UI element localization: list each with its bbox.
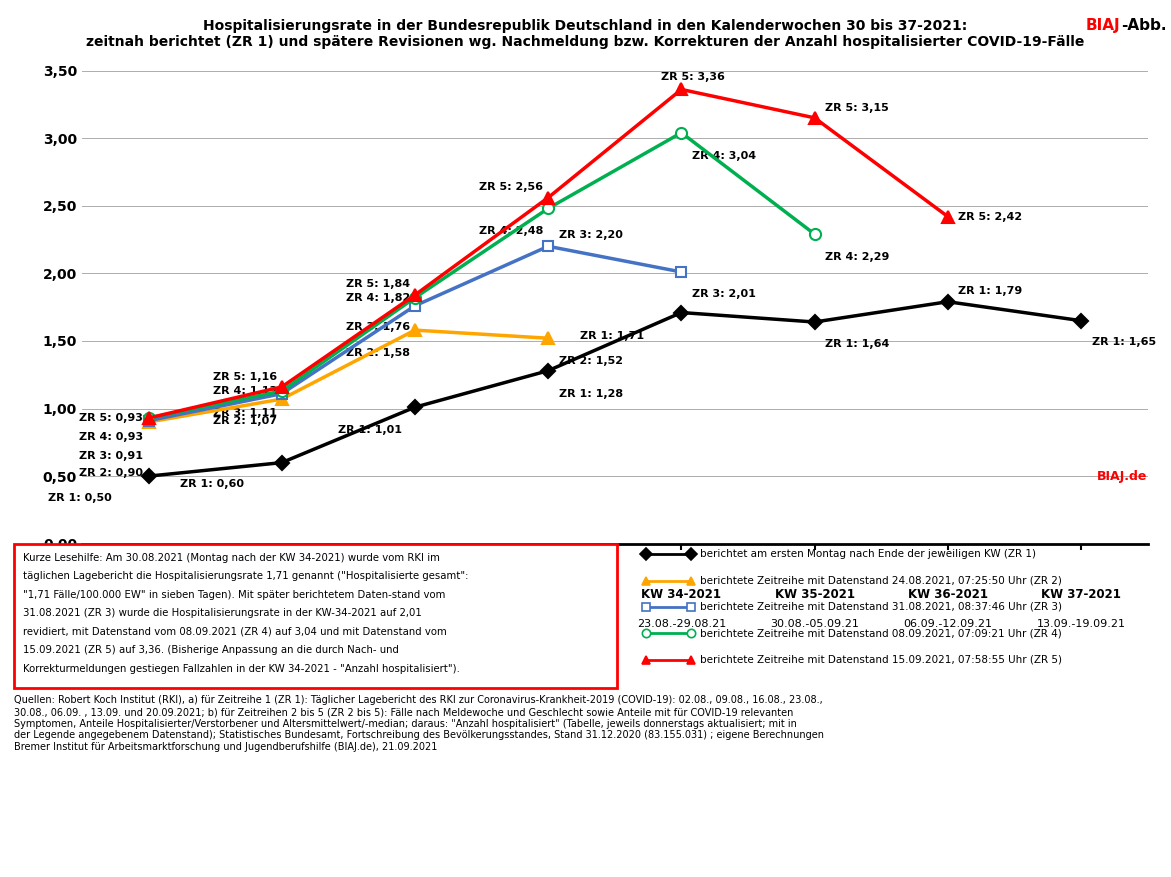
Text: ZR 5: 2,42: ZR 5: 2,42 [958, 211, 1022, 222]
Text: berichtete Zeitreihe mit Datenstand 15.09.2021, 07:58:55 Uhr (ZR 5): berichtete Zeitreihe mit Datenstand 15.0… [700, 654, 1062, 665]
Text: ZR 1: 1,65: ZR 1: 1,65 [1091, 338, 1156, 347]
Text: KW 35-2021: KW 35-2021 [774, 588, 855, 601]
Text: berichtete Zeitreihe mit Datenstand 31.08.2021, 08:37:46 Uhr (ZR 3): berichtete Zeitreihe mit Datenstand 31.0… [700, 602, 1062, 612]
Text: ZR 1: 1,01: ZR 1: 1,01 [337, 425, 402, 435]
Text: KW 33-2021: KW 33-2021 [508, 588, 588, 601]
Text: KW 31-2021: KW 31-2021 [242, 588, 322, 601]
Text: ZR 5: 1,84: ZR 5: 1,84 [345, 279, 410, 289]
Text: Hospitalisierungsrate in der Bundesrepublik Deutschland in den Kalenderwochen 30: Hospitalisierungsrate in der Bundesrepub… [204, 19, 967, 33]
Text: ZR 1: 1,64: ZR 1: 1,64 [826, 339, 890, 349]
Text: ZR 1: 0,60: ZR 1: 0,60 [180, 479, 245, 489]
Text: ZR 4: 1,82: ZR 4: 1,82 [345, 293, 410, 303]
Text: ZR 2: 1,58: ZR 2: 1,58 [345, 348, 410, 358]
Text: Quellen: Robert Koch Institut (RKI), a) für Zeitreihe 1 (ZR 1): Täglicher Lagebe: Quellen: Robert Koch Institut (RKI), a) … [14, 695, 824, 752]
Text: BIAJ: BIAJ [1086, 18, 1121, 32]
Text: ZR 3: 1,11: ZR 3: 1,11 [212, 408, 276, 417]
Text: ZR 5: 1,16: ZR 5: 1,16 [212, 373, 276, 382]
Text: revidiert, mit Datenstand vom 08.09.2021 (ZR 4) auf 3,04 und mit Datenstand vom: revidiert, mit Datenstand vom 08.09.2021… [23, 627, 447, 637]
Text: ZR 3: 2,20: ZR 3: 2,20 [559, 231, 623, 240]
Text: berichtet am ersten Montag nach Ende der jeweiligen KW (ZR 1): berichtet am ersten Montag nach Ende der… [700, 549, 1036, 560]
Text: ZR 2: 1,07: ZR 2: 1,07 [212, 416, 276, 425]
Text: "1,71 Fälle/100.000 EW" in sieben Tagen). Mit später berichtetem Daten-stand vom: "1,71 Fälle/100.000 EW" in sieben Tagen)… [23, 589, 446, 600]
Text: ZR 1: 0,50: ZR 1: 0,50 [48, 493, 111, 503]
Text: täglichen Lagebericht die Hospitalisierungsrate 1,71 genannt ("Hospitalisierte g: täglichen Lagebericht die Hospitalisieru… [23, 571, 468, 581]
Text: ZR 4: 3,04: ZR 4: 3,04 [692, 151, 756, 160]
Text: ZR 5: 3,36: ZR 5: 3,36 [662, 72, 725, 82]
Text: ZR 1: 1,71: ZR 1: 1,71 [580, 331, 644, 340]
Text: ZR 1: 1,28: ZR 1: 1,28 [559, 389, 623, 399]
Text: ZR 3: 0,91: ZR 3: 0,91 [80, 451, 143, 460]
Text: KW 36-2021: KW 36-2021 [908, 588, 988, 601]
Text: 06.09.-12.09.21: 06.09.-12.09.21 [903, 619, 992, 629]
Text: ZR 3: 1,76: ZR 3: 1,76 [345, 323, 410, 332]
Text: ZR 4: 2,48: ZR 4: 2,48 [479, 226, 543, 237]
Text: 26.07.-01.08.21: 26.07.-01.08.21 [104, 619, 193, 629]
Text: ZR 5: 0,93: ZR 5: 0,93 [80, 413, 143, 423]
Text: ZR 1: 1,79: ZR 1: 1,79 [958, 286, 1022, 296]
Text: berichtete Zeitreihe mit Datenstand 24.08.2021, 07:25:50 Uhr (ZR 2): berichtete Zeitreihe mit Datenstand 24.0… [700, 575, 1062, 586]
Text: BIAJ.de: BIAJ.de [1097, 470, 1148, 482]
Text: ZR 4: 2,29: ZR 4: 2,29 [826, 252, 890, 262]
Text: ZR 5: 3,15: ZR 5: 3,15 [826, 103, 889, 113]
Text: Korrekturmeldungen gestiegen Fallzahlen in der KW 34-2021 - "Anzahl hospitalisie: Korrekturmeldungen gestiegen Fallzahlen … [23, 664, 460, 674]
Text: 09.08.-15.08.21: 09.08.-15.08.21 [370, 619, 459, 629]
Text: KW 30-2021: KW 30-2021 [109, 588, 189, 601]
Text: KW 37-2021: KW 37-2021 [1041, 588, 1121, 601]
Text: -Abb.: -Abb. [1121, 18, 1166, 32]
Text: berichtete Zeitreihe mit Datenstand 08.09.2021, 07:09:21 Uhr (ZR 4): berichtete Zeitreihe mit Datenstand 08.0… [700, 628, 1062, 638]
Text: ZR 3: 2,01: ZR 3: 2,01 [692, 289, 756, 298]
Text: 31.08.2021 (ZR 3) wurde die Hospitalisierungsrate in der KW-34-2021 auf 2,01: 31.08.2021 (ZR 3) wurde die Hospitalisie… [23, 608, 423, 618]
Text: KW 32-2021: KW 32-2021 [375, 588, 454, 601]
Text: Kurze Lesehilfe: Am 30.08.2021 (Montag nach der KW 34-2021) wurde vom RKI im: Kurze Lesehilfe: Am 30.08.2021 (Montag n… [23, 553, 440, 562]
Text: ZR 4: 1,13: ZR 4: 1,13 [212, 386, 276, 396]
Text: KW 34-2021: KW 34-2021 [642, 588, 721, 601]
Text: zeitnah berichtet (ZR 1) und spätere Revisionen wg. Nachmeldung bzw. Korrekturen: zeitnah berichtet (ZR 1) und spätere Rev… [87, 35, 1084, 49]
Text: ZR 2: 1,52: ZR 2: 1,52 [559, 356, 623, 367]
Text: ZR 4: 0,93: ZR 4: 0,93 [80, 432, 143, 442]
Text: ZR 5: 2,56: ZR 5: 2,56 [479, 182, 543, 192]
Text: 16.08.-22.08.21: 16.08.-22.08.21 [504, 619, 593, 629]
Text: ZR 2: 0,90: ZR 2: 0,90 [80, 468, 143, 479]
Text: 30.08.-05.09.21: 30.08.-05.09.21 [771, 619, 860, 629]
Text: 13.09.-19.09.21: 13.09.-19.09.21 [1036, 619, 1125, 629]
Text: 23.08.-29.08.21: 23.08.-29.08.21 [637, 619, 726, 629]
Text: 02.08.-08.08.21: 02.08.-08.08.21 [238, 619, 327, 629]
Text: 15.09.2021 (ZR 5) auf 3,36. (Bisherige Anpassung an die durch Nach- und: 15.09.2021 (ZR 5) auf 3,36. (Bisherige A… [23, 645, 399, 655]
